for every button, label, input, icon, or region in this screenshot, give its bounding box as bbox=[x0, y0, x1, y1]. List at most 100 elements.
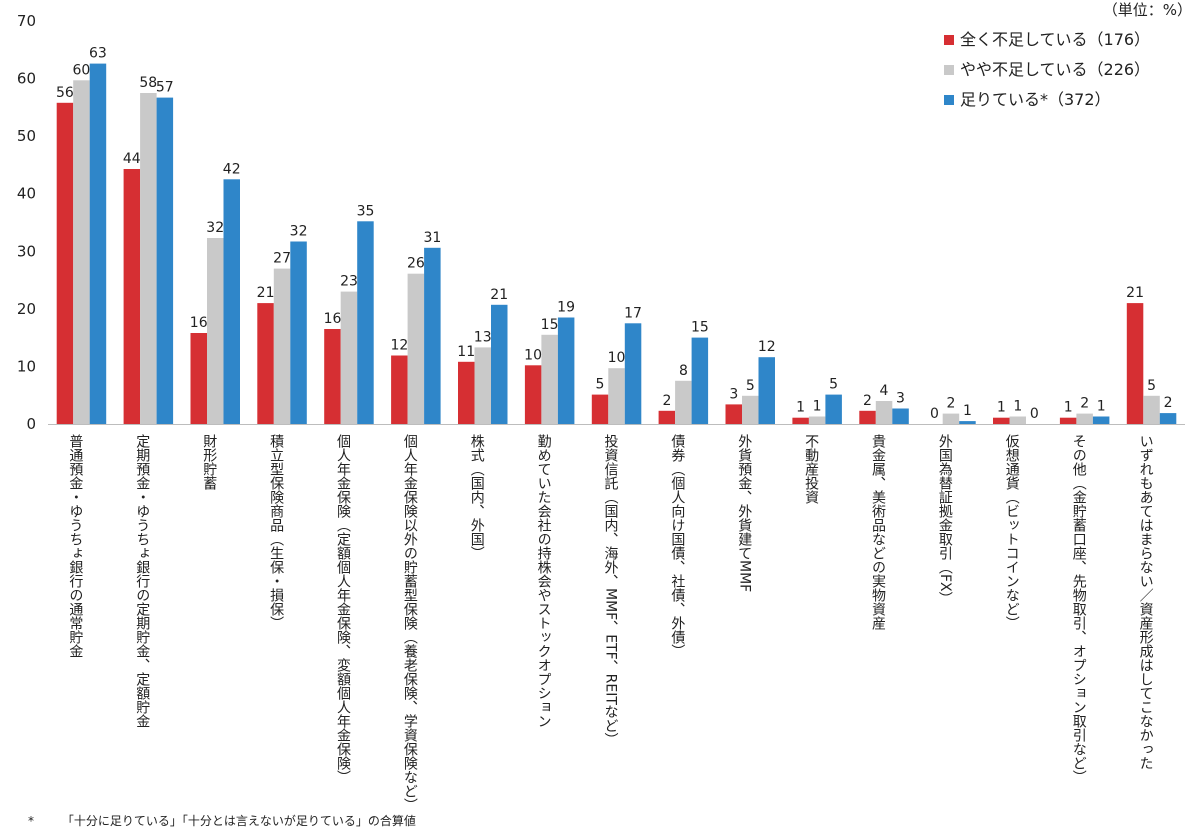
y-tick-label: 10 bbox=[17, 357, 36, 375]
bar-value-label: 26 bbox=[407, 256, 425, 272]
bar-value-label: 63 bbox=[89, 46, 107, 62]
bar bbox=[557, 317, 575, 424]
bar bbox=[808, 416, 826, 424]
bar-value-label: 1 bbox=[1013, 399, 1022, 415]
bar bbox=[658, 410, 676, 424]
x-category-label: 投資信託（国内、海外、MMF、ETF、REITなど） bbox=[603, 434, 619, 747]
x-category-label: いずれもあてはまらない／資産形成はしてこなかった bbox=[1138, 434, 1154, 770]
x-labels-layer: 普通預金・ゆうちょ銀行の通常貯金 定期預金・ゆうちょ銀行の定期貯金、定額貯金 財形貯… bbox=[67, 434, 1153, 810]
bar-value-label: 1 bbox=[963, 403, 972, 419]
x-category-label: 外国為替証拠金取引（FX） bbox=[937, 434, 953, 606]
bar bbox=[1059, 417, 1077, 424]
bar-value-label: 2 bbox=[1080, 396, 1089, 412]
bar bbox=[1143, 395, 1160, 424]
x-category-label: 外貨預金、外貨建てMMF bbox=[736, 434, 752, 592]
bar-value-label: 44 bbox=[123, 151, 141, 167]
bar bbox=[491, 304, 508, 424]
bar bbox=[1159, 413, 1177, 424]
x-category-label: 個人年金保険（定額個人年金保険、変額個人年金保険） bbox=[335, 434, 351, 784]
x-category-label: 債券（個人向け国債、社債、外債） bbox=[669, 434, 685, 658]
bar-value-label: 32 bbox=[290, 224, 308, 240]
legend-label: やや不足している（226） bbox=[960, 60, 1150, 79]
bar-value-label: 3 bbox=[896, 391, 905, 407]
legend-swatch bbox=[944, 35, 954, 45]
bar bbox=[691, 337, 709, 424]
x-category-label: 定期預金・ゆうちょ銀行の定期貯金、定額貯金 bbox=[134, 434, 150, 728]
x-category-label: その他（金貯蓄口座、先物取引、オプション取引など） bbox=[1071, 434, 1087, 784]
x-category-label: 株式（国内、外国） bbox=[469, 434, 485, 560]
bar bbox=[942, 413, 960, 424]
bar bbox=[357, 221, 374, 424]
bar-value-label: 12 bbox=[390, 338, 408, 354]
footnote-text: 「十分に足りている」「十分とは言えないが足りている」の合算値 bbox=[61, 814, 416, 828]
bar bbox=[458, 361, 475, 424]
x-category-label: 不動産投資 bbox=[803, 434, 819, 504]
bar-value-label: 56 bbox=[56, 85, 74, 101]
legend-swatch bbox=[944, 65, 954, 75]
y-tick-label: 30 bbox=[17, 242, 36, 260]
bar bbox=[1092, 416, 1110, 424]
bar-value-label: 8 bbox=[679, 363, 688, 379]
footnote: * 「十分に足りている」「十分とは言えないが足りている」の合算値 bbox=[28, 812, 416, 829]
bar-value-label: 1 bbox=[997, 400, 1006, 416]
bar-value-label: 17 bbox=[624, 305, 642, 321]
bar bbox=[524, 365, 542, 424]
bar-value-label: 11 bbox=[457, 344, 475, 360]
bar-value-label: 10 bbox=[608, 350, 626, 366]
bar bbox=[758, 357, 775, 424]
x-category-label: 貴金属、美術品などの実物資産 bbox=[870, 434, 886, 631]
bar-value-label: 5 bbox=[829, 377, 838, 393]
bar bbox=[190, 333, 207, 424]
bar bbox=[223, 179, 240, 424]
bar-value-label: 23 bbox=[340, 274, 358, 290]
bar-value-label: 1 bbox=[1097, 399, 1106, 415]
bar-value-label: 5 bbox=[1147, 378, 1156, 394]
bars-layer bbox=[56, 63, 1177, 425]
bar-value-label: 0 bbox=[930, 406, 939, 422]
bar bbox=[624, 323, 642, 425]
legend-label: 全く不足している（176） bbox=[960, 30, 1150, 49]
bar bbox=[474, 347, 491, 424]
bar bbox=[424, 247, 441, 424]
y-tick-label: 50 bbox=[17, 127, 36, 145]
bar bbox=[742, 395, 759, 424]
bar-value-label: 21 bbox=[1126, 285, 1144, 301]
y-tick-label: 40 bbox=[17, 185, 36, 203]
legend-label: 足りている*（372） bbox=[960, 90, 1111, 109]
y-tick-label: 70 bbox=[17, 12, 36, 30]
bar-value-label: 35 bbox=[357, 203, 375, 219]
bar-value-label: 27 bbox=[273, 251, 291, 267]
value-labels-layer: 5660634458571632422127321623351226311113… bbox=[56, 46, 1173, 422]
bar bbox=[892, 408, 909, 424]
bar-value-label: 1 bbox=[1064, 400, 1073, 416]
x-category-label: 財形貯蓄 bbox=[201, 434, 217, 491]
bar-value-label: 32 bbox=[206, 220, 224, 236]
bar bbox=[959, 421, 976, 424]
bar-value-label: 42 bbox=[223, 161, 241, 177]
legend: 全く不足している（176） やや不足している（226） 足りている*（372） bbox=[944, 30, 1150, 109]
bar bbox=[140, 93, 157, 424]
bar-value-label: 16 bbox=[324, 311, 342, 327]
bar bbox=[825, 394, 842, 424]
bar-value-label: 21 bbox=[490, 287, 508, 303]
bar-value-label: 19 bbox=[557, 300, 575, 316]
bar-value-label: 15 bbox=[691, 320, 709, 336]
bar-value-label: 2 bbox=[946, 396, 955, 412]
bar bbox=[1126, 303, 1144, 424]
bar bbox=[89, 63, 107, 424]
footnote-mark: * bbox=[28, 814, 34, 828]
bar-value-label: 2 bbox=[1164, 395, 1173, 411]
bar-value-label: 58 bbox=[139, 75, 157, 91]
x-category-label: 積立型保険商品（生保・損保） bbox=[268, 434, 284, 630]
y-tick-label: 60 bbox=[17, 70, 36, 88]
y-tick-label: 20 bbox=[17, 300, 36, 318]
bar-value-label: 10 bbox=[524, 347, 542, 363]
y-tick-label: 0 bbox=[26, 415, 36, 433]
x-category-label: 個人年金保険以外の貯蓄型保険（養老保険、学資保険など） bbox=[402, 434, 418, 810]
bar bbox=[1009, 416, 1026, 424]
bar-value-label: 1 bbox=[813, 399, 822, 415]
bar-value-label: 16 bbox=[190, 315, 208, 331]
bar-value-label: 31 bbox=[423, 230, 441, 246]
